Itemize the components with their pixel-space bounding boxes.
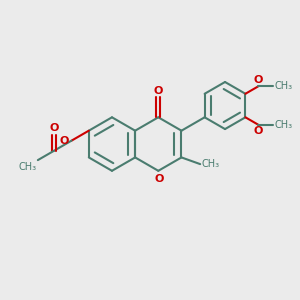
Text: CH₃: CH₃ <box>274 120 292 130</box>
Text: CH₃: CH₃ <box>19 162 37 172</box>
Text: O: O <box>60 136 69 146</box>
Text: O: O <box>254 126 263 136</box>
Text: O: O <box>154 174 164 184</box>
Text: CH₃: CH₃ <box>202 159 220 169</box>
Text: CH₃: CH₃ <box>274 81 292 92</box>
Text: O: O <box>50 123 59 133</box>
Text: O: O <box>154 86 163 96</box>
Text: O: O <box>254 75 263 85</box>
